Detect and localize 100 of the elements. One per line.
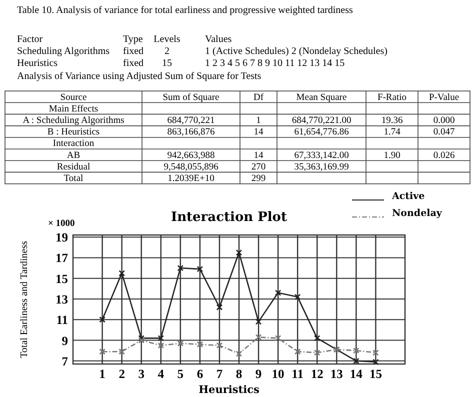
- y-tick-label: 17: [56, 251, 68, 266]
- y-tick-label: 15: [56, 272, 68, 286]
- point: [314, 335, 320, 342]
- text: Sum of Square: [162, 92, 220, 103]
- point: [314, 350, 320, 356]
- text: 1.90: [384, 150, 401, 161]
- x-tick-label: 10: [272, 367, 284, 381]
- text: 9,548,055,896: [164, 162, 219, 172]
- y-tick-label: 19: [56, 230, 68, 245]
- point: [99, 348, 106, 355]
- text: 1: [256, 116, 262, 126]
- point: [353, 347, 360, 354]
- x-tick-label: 9: [255, 367, 262, 381]
- point: [158, 335, 164, 342]
- text: 67,333,142.00: [294, 150, 350, 161]
- text: Total: [64, 174, 84, 184]
- point: [216, 342, 223, 349]
- text: 61,654,776.86: [294, 128, 350, 138]
- point: [196, 341, 204, 348]
- text: 1 2 3 4 5 6 7 8 9 10 11 12 13 14 15: [205, 58, 345, 69]
- x-tick-label: 1: [99, 367, 106, 381]
- text: 1 (Active Schedules) 2 (Nondelay Schedules): [205, 46, 388, 57]
- text: Levels: [154, 34, 180, 45]
- text: 2: [164, 46, 170, 57]
- x-tick-label: 15: [369, 367, 382, 381]
- text: 684,770,221.00: [292, 116, 352, 126]
- point: [353, 358, 360, 364]
- text: 863,166,876: [167, 128, 215, 138]
- point: [274, 335, 282, 342]
- text: 0.000: [433, 116, 455, 126]
- point: [118, 348, 125, 355]
- text: 35,363,169.99: [294, 162, 350, 172]
- text: 684,770,221: [167, 116, 215, 126]
- y-tick-label: 11: [56, 313, 68, 328]
- x-tick-label: 7: [216, 367, 223, 381]
- text: Values: [205, 34, 232, 45]
- x-axis-title: Heuristics: [198, 384, 260, 396]
- x-tick-label: 5: [177, 367, 184, 381]
- text: Analysis of Variance using Adjusted Sum of Square for Tests: [17, 71, 262, 82]
- text: Residual: [56, 162, 90, 172]
- legend-label: Active: [391, 191, 425, 202]
- text: 19.36: [381, 116, 403, 126]
- text: 942,663,988: [167, 150, 215, 161]
- x-tick-label: 6: [196, 367, 204, 381]
- x-tick-label: 12: [310, 367, 324, 381]
- text: 14: [254, 128, 264, 138]
- text: 0.047: [433, 128, 455, 138]
- text: AB: [66, 150, 80, 161]
- y-tick-label: 13: [56, 292, 68, 306]
- point: [372, 358, 379, 366]
- legend-label: Nondelay: [392, 208, 442, 219]
- point: [177, 264, 184, 272]
- text: 14: [254, 150, 264, 161]
- point: [196, 266, 204, 272]
- text: × 1000: [48, 219, 76, 229]
- text: fixed: [123, 58, 144, 69]
- text: 15: [162, 58, 172, 69]
- text: 1.2039E+10: [168, 174, 215, 184]
- point: [236, 350, 242, 357]
- caption: Table 10. Analysis of variance for total earliness and progressive weighted tardiness: [17, 5, 353, 16]
- text: 1.74: [384, 128, 401, 138]
- text: Source: [60, 92, 87, 103]
- x-tick-label: 2: [118, 367, 125, 381]
- text: A : Scheduling Algorithms: [22, 116, 125, 126]
- text: Scheduling Algorithms: [17, 46, 110, 57]
- text: 270: [251, 162, 266, 172]
- text: F-Ratio: [377, 92, 407, 103]
- y-axis-title: Total Earliness and Tardiness: [19, 240, 30, 358]
- text: Type: [123, 34, 144, 45]
- x-tick-label: 3: [138, 367, 144, 381]
- y-tick-label: 9: [62, 334, 68, 348]
- text: Heuristics: [17, 58, 58, 69]
- x-tick-label: 8: [236, 367, 242, 381]
- text: P-Value: [428, 92, 460, 103]
- point: [274, 290, 282, 296]
- point: [118, 270, 125, 276]
- text: 299: [251, 174, 266, 184]
- text: Df: [253, 92, 264, 103]
- x-tick-label: 14: [350, 367, 364, 381]
- point: [158, 342, 164, 349]
- text: Main Effects: [48, 104, 98, 114]
- x-tick-label: 11: [292, 367, 304, 381]
- point: [294, 294, 301, 300]
- text: B : Heuristics: [47, 128, 100, 138]
- point: [255, 334, 262, 340]
- text: Factor: [17, 34, 44, 45]
- point: [177, 340, 184, 347]
- point: [372, 350, 379, 356]
- chart-title: Interaction Plot: [171, 210, 287, 225]
- text: Interaction: [52, 139, 94, 150]
- point: [236, 249, 242, 256]
- text: Mean Square: [296, 92, 347, 103]
- point: [294, 348, 301, 355]
- point: [216, 304, 223, 310]
- text: 0.026: [433, 150, 455, 161]
- x-tick-label: 4: [158, 367, 165, 381]
- x-tick-label: 13: [330, 367, 343, 381]
- y-tick-label: 7: [62, 354, 68, 368]
- text: fixed: [123, 46, 144, 57]
- point: [255, 318, 262, 325]
